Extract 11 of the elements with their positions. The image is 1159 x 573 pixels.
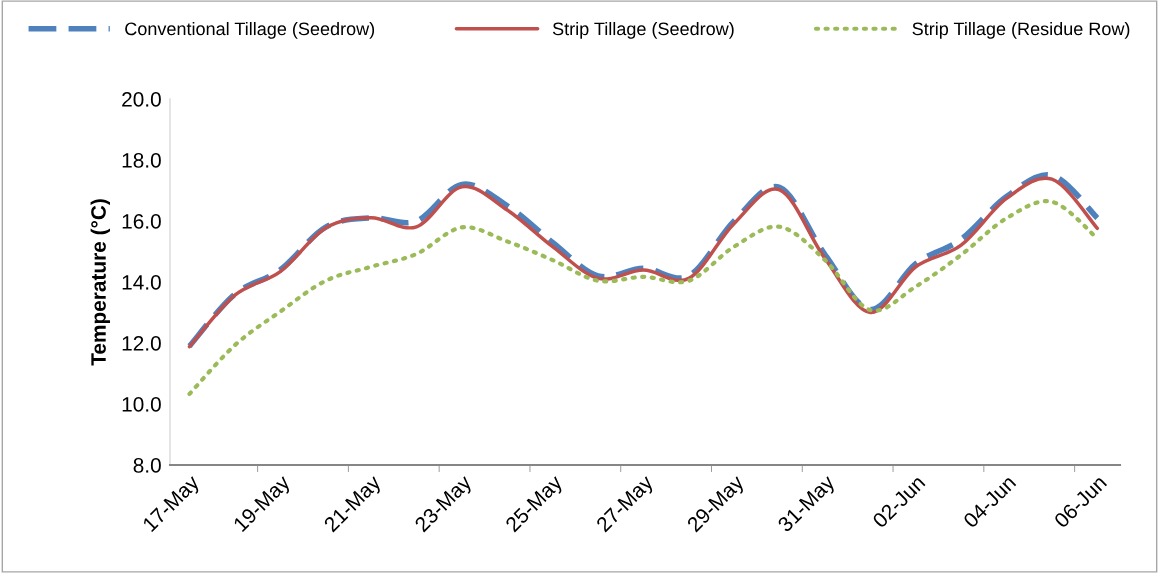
y-tick-label: 16.0 <box>122 214 161 229</box>
legend-label: Conventional Tillage (Seedrow) <box>125 21 375 39</box>
y-tick-label: 20.0 <box>122 92 161 107</box>
legend-label: Strip Tillage (Residue Row) <box>912 21 1130 39</box>
y-tick-label: 18.0 <box>122 153 161 168</box>
y-tick-label: 10.0 <box>122 397 161 412</box>
legend-label: Strip Tillage (Seedrow) <box>552 21 734 39</box>
y-axis-title: Temperature (°C) <box>90 199 111 366</box>
y-tick-label: 12.0 <box>122 336 161 351</box>
y-tick-label: 8.0 <box>133 458 161 473</box>
y-tick-label: 14.0 <box>122 275 161 290</box>
